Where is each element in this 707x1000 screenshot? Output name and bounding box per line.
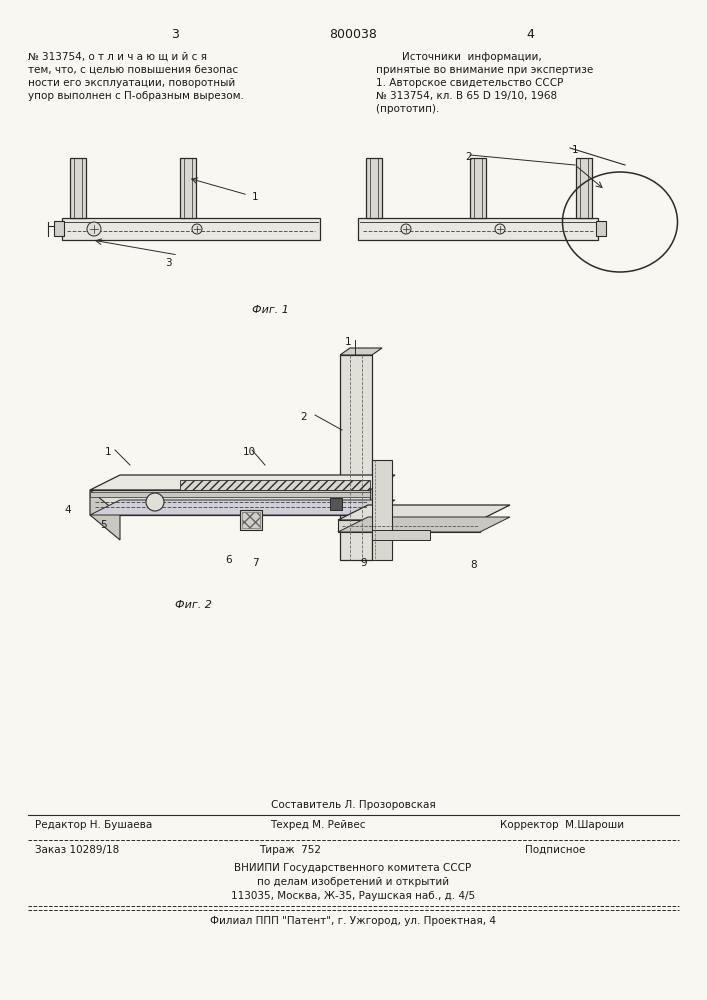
Text: Техред М. Рейвес: Техред М. Рейвес bbox=[270, 820, 366, 830]
Text: 4: 4 bbox=[526, 28, 534, 41]
Polygon shape bbox=[340, 348, 382, 355]
Text: № 313754, кл. В 65 D 19/10, 1968: № 313754, кл. В 65 D 19/10, 1968 bbox=[363, 91, 557, 101]
Text: 6: 6 bbox=[225, 555, 232, 565]
Text: 1: 1 bbox=[572, 145, 578, 155]
Text: 8: 8 bbox=[470, 560, 477, 570]
Text: 1. Авторское свидетельство СССР: 1. Авторское свидетельство СССР bbox=[363, 78, 563, 88]
Text: 10: 10 bbox=[243, 447, 256, 457]
Bar bbox=[576, 158, 592, 218]
Text: Корректор  М.Шароши: Корректор М.Шароши bbox=[500, 820, 624, 830]
Bar bbox=[338, 520, 480, 532]
Circle shape bbox=[146, 493, 164, 511]
Bar bbox=[90, 492, 370, 497]
Text: 5: 5 bbox=[100, 520, 107, 530]
Text: 4: 4 bbox=[64, 505, 71, 515]
Circle shape bbox=[401, 224, 411, 234]
Text: тем, что, с целью повышения безопас: тем, что, с целью повышения безопас bbox=[28, 65, 238, 75]
Text: 2: 2 bbox=[465, 152, 472, 162]
Bar bbox=[366, 158, 382, 218]
Polygon shape bbox=[338, 505, 510, 520]
Text: 3: 3 bbox=[165, 258, 172, 268]
Text: Заказ 10289/18: Заказ 10289/18 bbox=[35, 845, 119, 855]
Text: 7: 7 bbox=[252, 558, 259, 568]
Bar bbox=[62, 218, 320, 240]
Polygon shape bbox=[338, 517, 510, 532]
Bar bbox=[330, 498, 342, 510]
Text: Составитель Л. Прозоровская: Составитель Л. Прозоровская bbox=[271, 800, 436, 810]
Bar bbox=[242, 512, 260, 528]
Text: Фиг. 2: Фиг. 2 bbox=[175, 600, 212, 610]
Text: по делам изобретений и открытий: по делам изобретений и открытий bbox=[257, 877, 449, 887]
Text: Подписное: Подписное bbox=[525, 845, 585, 855]
Text: 9: 9 bbox=[360, 558, 367, 568]
Bar bbox=[340, 355, 372, 560]
Text: принятые во внимание при экспертизе: принятые во внимание при экспертизе bbox=[363, 65, 593, 75]
Text: Источники  информации,: Источники информации, bbox=[363, 52, 542, 62]
Text: Фиг. 1: Фиг. 1 bbox=[252, 305, 288, 315]
Bar bbox=[180, 158, 196, 218]
Circle shape bbox=[495, 224, 505, 234]
Text: Редактор Н. Бушаева: Редактор Н. Бушаева bbox=[35, 820, 152, 830]
Text: 2: 2 bbox=[300, 412, 307, 422]
Polygon shape bbox=[90, 490, 120, 540]
Polygon shape bbox=[180, 480, 370, 490]
Text: 800038: 800038 bbox=[329, 28, 377, 41]
Text: ности его эксплуатации, поворотный: ности его эксплуатации, поворотный bbox=[28, 78, 235, 88]
Bar bbox=[470, 158, 486, 218]
Polygon shape bbox=[372, 530, 430, 540]
Bar bbox=[90, 490, 370, 515]
Text: (прототип).: (прототип). bbox=[363, 104, 439, 114]
Text: 3: 3 bbox=[171, 28, 179, 41]
Bar bbox=[596, 221, 606, 236]
Text: упор выполнен с П-образным вырезом.: упор выполнен с П-образным вырезом. bbox=[28, 91, 244, 101]
Bar bbox=[358, 218, 598, 240]
Polygon shape bbox=[90, 475, 395, 490]
Text: 113035, Москва, Ж-35, Раушская наб., д. 4/5: 113035, Москва, Ж-35, Раушская наб., д. … bbox=[231, 891, 475, 901]
Text: № 313754, о т л и ч а ю щ и й с я: № 313754, о т л и ч а ю щ и й с я bbox=[28, 52, 207, 62]
Text: Филиал ППП "Патент", г. Ужгород, ул. Проектная, 4: Филиал ППП "Патент", г. Ужгород, ул. Про… bbox=[210, 916, 496, 926]
Polygon shape bbox=[90, 500, 395, 515]
Circle shape bbox=[192, 224, 202, 234]
Bar bbox=[372, 460, 392, 560]
Bar bbox=[70, 158, 86, 218]
Text: 1: 1 bbox=[252, 192, 259, 202]
Bar bbox=[240, 510, 262, 530]
Bar bbox=[54, 221, 64, 236]
Text: Тираж  752: Тираж 752 bbox=[259, 845, 321, 855]
Text: 1: 1 bbox=[345, 337, 351, 347]
Text: ВНИИПИ Государственного комитета СССР: ВНИИПИ Государственного комитета СССР bbox=[235, 863, 472, 873]
Text: 1: 1 bbox=[105, 447, 112, 457]
Circle shape bbox=[87, 222, 101, 236]
